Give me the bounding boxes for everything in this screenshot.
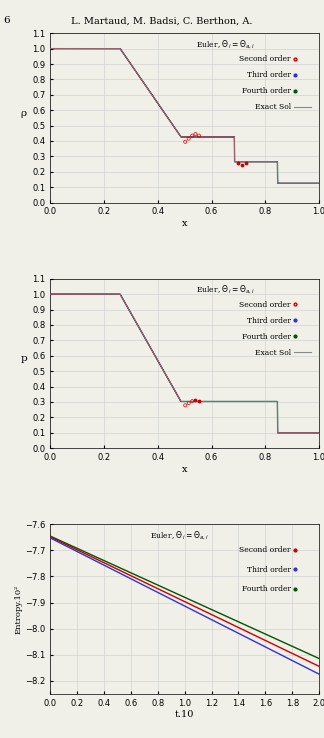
Text: L. Martaud, M. Badsi, C. Berthon, A.: L. Martaud, M. Badsi, C. Berthon, A. [71,16,253,25]
Point [196,396,202,407]
Y-axis label: p: p [20,354,27,363]
Text: Second order: Second order [239,301,291,308]
Point [190,396,195,407]
Text: Second order: Second order [239,546,291,554]
Text: Fourth order: Fourth order [242,87,291,95]
Point [235,157,240,169]
Text: Second order: Second order [239,55,291,63]
Text: Euler, $\Theta_i = \Theta_{a,i}$: Euler, $\Theta_i = \Theta_{a,i}$ [150,529,209,542]
Text: Exact Sol: Exact Sol [255,349,291,357]
Point [190,130,195,142]
Point [186,133,191,145]
Text: Euler, $\Theta_i = \Theta_{a,i}$: Euler, $\Theta_i = \Theta_{a,i}$ [196,284,254,296]
Text: Fourth order: Fourth order [242,585,291,593]
Text: Third order: Third order [247,317,291,325]
Text: Third order: Third order [247,566,291,574]
Text: Euler, $\Theta_i = \Theta_{a,i}$: Euler, $\Theta_i = \Theta_{a,i}$ [196,38,254,51]
Point [193,128,198,140]
Text: Exact Sol: Exact Sol [255,103,291,111]
Text: Fourth order: Fourth order [242,333,291,341]
Text: Third order: Third order [247,72,291,79]
Text: 6: 6 [3,16,10,25]
Point [196,130,202,142]
Point [183,399,188,411]
Y-axis label: Entropy.10²: Entropy.10² [14,584,22,634]
X-axis label: x: x [182,219,187,228]
X-axis label: x: x [182,465,187,474]
X-axis label: t.10: t.10 [175,711,194,720]
Point [243,156,249,168]
Point [193,395,198,407]
Point [239,159,244,170]
Point [186,397,191,409]
Point [183,136,188,148]
Y-axis label: ρ: ρ [21,109,27,118]
